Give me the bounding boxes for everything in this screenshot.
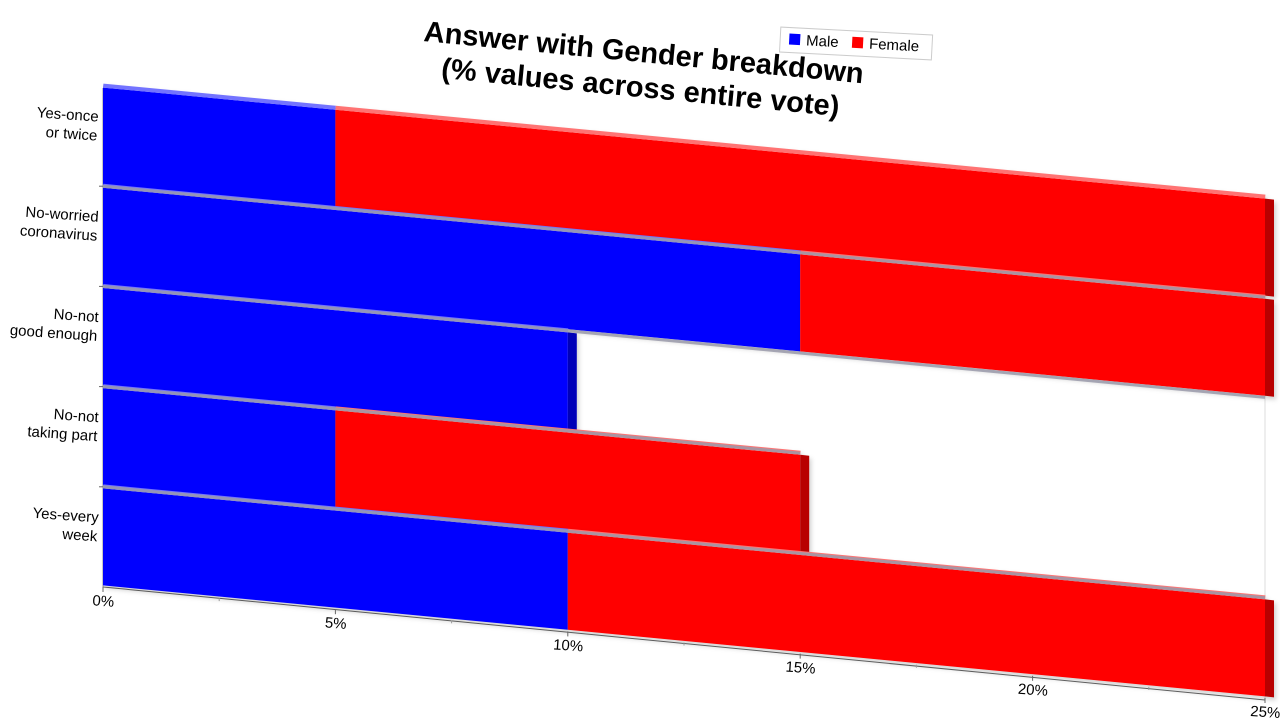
x-tick-label: 25%: [1250, 703, 1280, 720]
x-axis-ticks: 0% 5% 10% 15% 20% 25%: [92, 587, 1280, 720]
category-label-line: No-not: [53, 406, 100, 426]
separator-line-3: [102, 385, 801, 455]
category-label-line: good enough: [9, 322, 98, 345]
bar-female-yes-every-week: [567, 528, 1274, 698]
x-tick-label: 15%: [785, 659, 816, 678]
bars-layer: [103, 83, 1274, 698]
category-label-line: No-not: [53, 306, 100, 326]
separator-line-2: [102, 284, 1266, 399]
legend: Male Female: [779, 26, 934, 61]
separator-line-4: [102, 485, 1266, 600]
category-label-line: Yes-every: [32, 505, 100, 527]
category-label-line: Yes-once: [36, 104, 99, 125]
bar-female-yes-once-or-twice: [335, 105, 1274, 297]
bar-male-yes-once-or-twice: [103, 83, 336, 207]
legend-label-female: Female: [869, 36, 920, 56]
category-label-line: taking part: [27, 423, 99, 445]
legend-swatch-male: [788, 33, 801, 46]
x-tick-label: 5%: [324, 614, 347, 632]
legend-label-male: Male: [806, 32, 839, 51]
x-tick-label: 10%: [553, 636, 584, 655]
category-label-line: No-worried: [25, 204, 99, 226]
x-tick-label: 20%: [1017, 681, 1048, 700]
category-separators: [99, 184, 1266, 600]
x-tick-label: 0%: [92, 592, 115, 610]
separator-line-1: [102, 184, 1266, 299]
category-label-line: or twice: [45, 124, 98, 145]
category-label-line: coronavirus: [19, 222, 98, 244]
category-label-line: week: [61, 526, 99, 546]
legend-swatch-female: [851, 36, 864, 49]
